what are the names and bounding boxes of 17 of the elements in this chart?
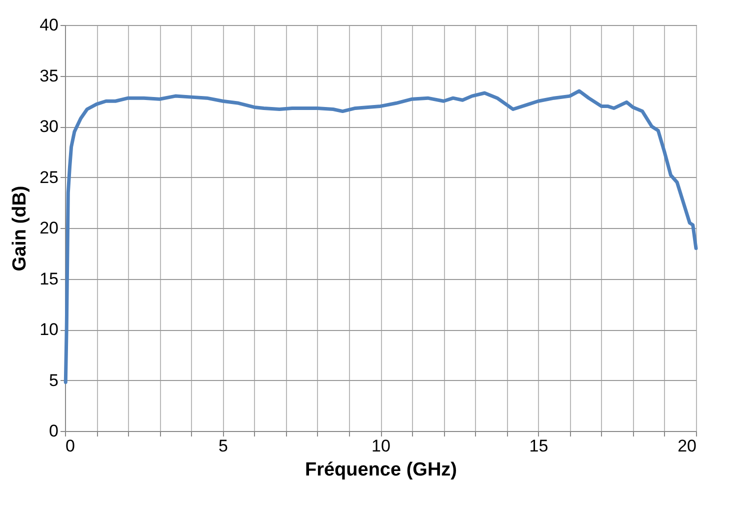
y-tick-label: 5 (49, 370, 58, 390)
x-tick-label: 20 (678, 436, 696, 456)
y-axis-title: Gain (dB) (10, 186, 31, 272)
y-tick-label: 30 (40, 117, 58, 136)
y-tick-label: 0 (49, 422, 58, 440)
y-tick-label: 10 (40, 320, 58, 339)
y-tick-label: 40 (40, 16, 58, 34)
y-tick-label: 25 (40, 168, 58, 187)
x-axis-title: Fréquence (GHz) (304, 460, 458, 480)
y-tick-label: 35 (40, 66, 58, 86)
x-tick-label: 15 (529, 436, 548, 456)
x-tick-label: 10 (372, 436, 390, 456)
x-tick-label: 0 (66, 436, 75, 456)
y-tick-label: 15 (40, 269, 58, 288)
x-tick-label: 5 (218, 436, 228, 456)
line-series (64, 89, 698, 384)
y-tick-label: 20 (40, 218, 58, 238)
